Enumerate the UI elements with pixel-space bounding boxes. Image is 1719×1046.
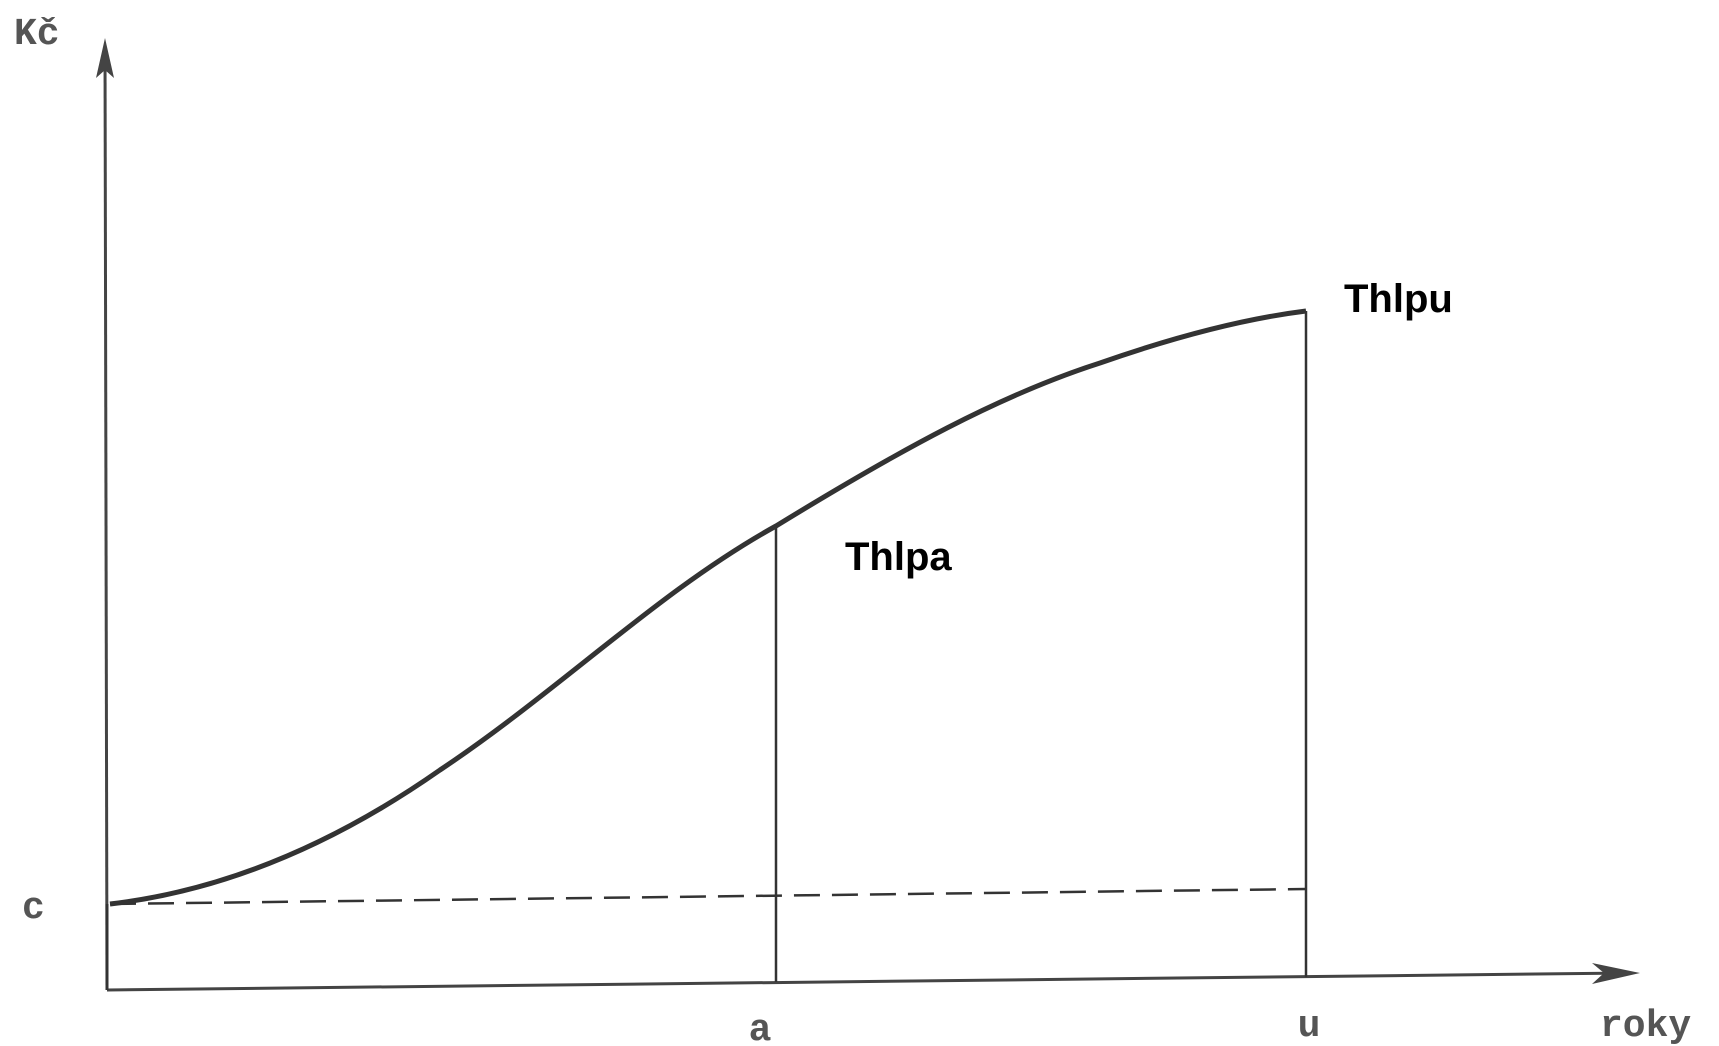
- u-label: u: [1298, 1005, 1321, 1046]
- c-label: c: [22, 887, 45, 930]
- y-axis-label: Kč: [14, 13, 60, 56]
- point-label: Thlpa: [845, 535, 952, 579]
- x-axis-label: roky: [1600, 1005, 1691, 1046]
- value-curve: [109, 308, 1307, 907]
- a-label: a: [749, 1009, 772, 1046]
- y-axis-arrow: [96, 38, 114, 78]
- point-label: Thlpu: [1344, 277, 1453, 321]
- x-axis-arrow: [1592, 963, 1640, 984]
- y-axis: [103, 44, 109, 991]
- x-axis: [106, 971, 1631, 992]
- dashed-line: [109, 887, 1307, 906]
